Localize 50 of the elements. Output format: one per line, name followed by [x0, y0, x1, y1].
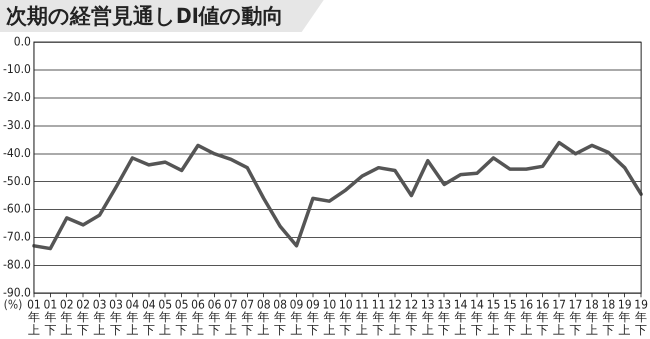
y-tick-label: -20.0	[2, 90, 32, 104]
x-tick-label: 12年下	[404, 298, 418, 337]
x-tick-label: 12年上	[388, 298, 402, 337]
x-tick-label: 17年下	[568, 298, 582, 337]
y-tick-label: 0.0	[14, 34, 32, 48]
x-tick-label: 19年上	[618, 298, 632, 337]
y-tick-label: -30.0	[2, 118, 32, 132]
y-tick-label: -50.0	[2, 174, 32, 188]
chart-title: 次期の経営見通しDI値の動向	[0, 0, 324, 32]
x-tick-label: 02年下	[76, 298, 90, 337]
y-tick-label: -90.0	[2, 285, 32, 300]
x-tick-label: 15年上	[486, 298, 500, 337]
x-tick-label: 04年下	[142, 298, 156, 337]
x-tick-label: 14年上	[454, 298, 468, 337]
x-tick-label: 01年上	[27, 298, 41, 337]
x-tick-label: 06年上	[191, 298, 206, 337]
x-tick-label: 08年下	[273, 298, 288, 337]
x-tick-label: 13年下	[437, 298, 452, 337]
x-tick-label: 16年上	[519, 298, 534, 337]
x-tick-label: 07年下	[240, 298, 254, 337]
x-tick-label: 10年上	[322, 298, 336, 337]
x-tick-label: 10年下	[338, 298, 353, 337]
x-tick-label: 16年下	[536, 298, 550, 337]
y-tick-label: -10.0	[2, 62, 32, 76]
x-tick-label: 09年下	[306, 298, 320, 337]
x-tick-label: 11年上	[355, 298, 370, 337]
x-tick-label: 03年上	[92, 298, 106, 337]
x-tick-label: 18年上	[585, 298, 599, 337]
x-tick-label: 08年上	[256, 298, 271, 337]
y-tick-label: -60.0	[2, 202, 32, 216]
x-tick-label: 18年下	[601, 298, 616, 337]
x-tick-label: 02年上	[60, 298, 74, 337]
y-tick-label: -80.0	[2, 257, 32, 272]
y-axis-title: (%)	[4, 297, 22, 312]
x-tick-label: 03年下	[109, 298, 123, 337]
x-tick-label: 05年下	[174, 298, 188, 337]
x-tick-label: 09年上	[290, 298, 304, 337]
y-tick-label: -40.0	[2, 146, 32, 160]
x-tick-label: 07年上	[224, 298, 238, 337]
x-tick-label: 14年下	[470, 298, 484, 337]
x-tick-label: 05年上	[158, 298, 172, 337]
x-tick-label: 15年下	[502, 298, 517, 337]
x-tick-label: 19年下	[634, 298, 648, 337]
x-tick-label: 11年下	[372, 298, 386, 337]
x-tick-label: 06年下	[208, 298, 222, 337]
x-tick-label: 13年上	[420, 298, 435, 337]
x-tick-label: 04年上	[126, 298, 140, 337]
x-tick-label: 17年上	[552, 298, 566, 337]
x-tick-label: 01年下	[43, 298, 58, 337]
y-tick-label: -70.0	[2, 230, 32, 244]
